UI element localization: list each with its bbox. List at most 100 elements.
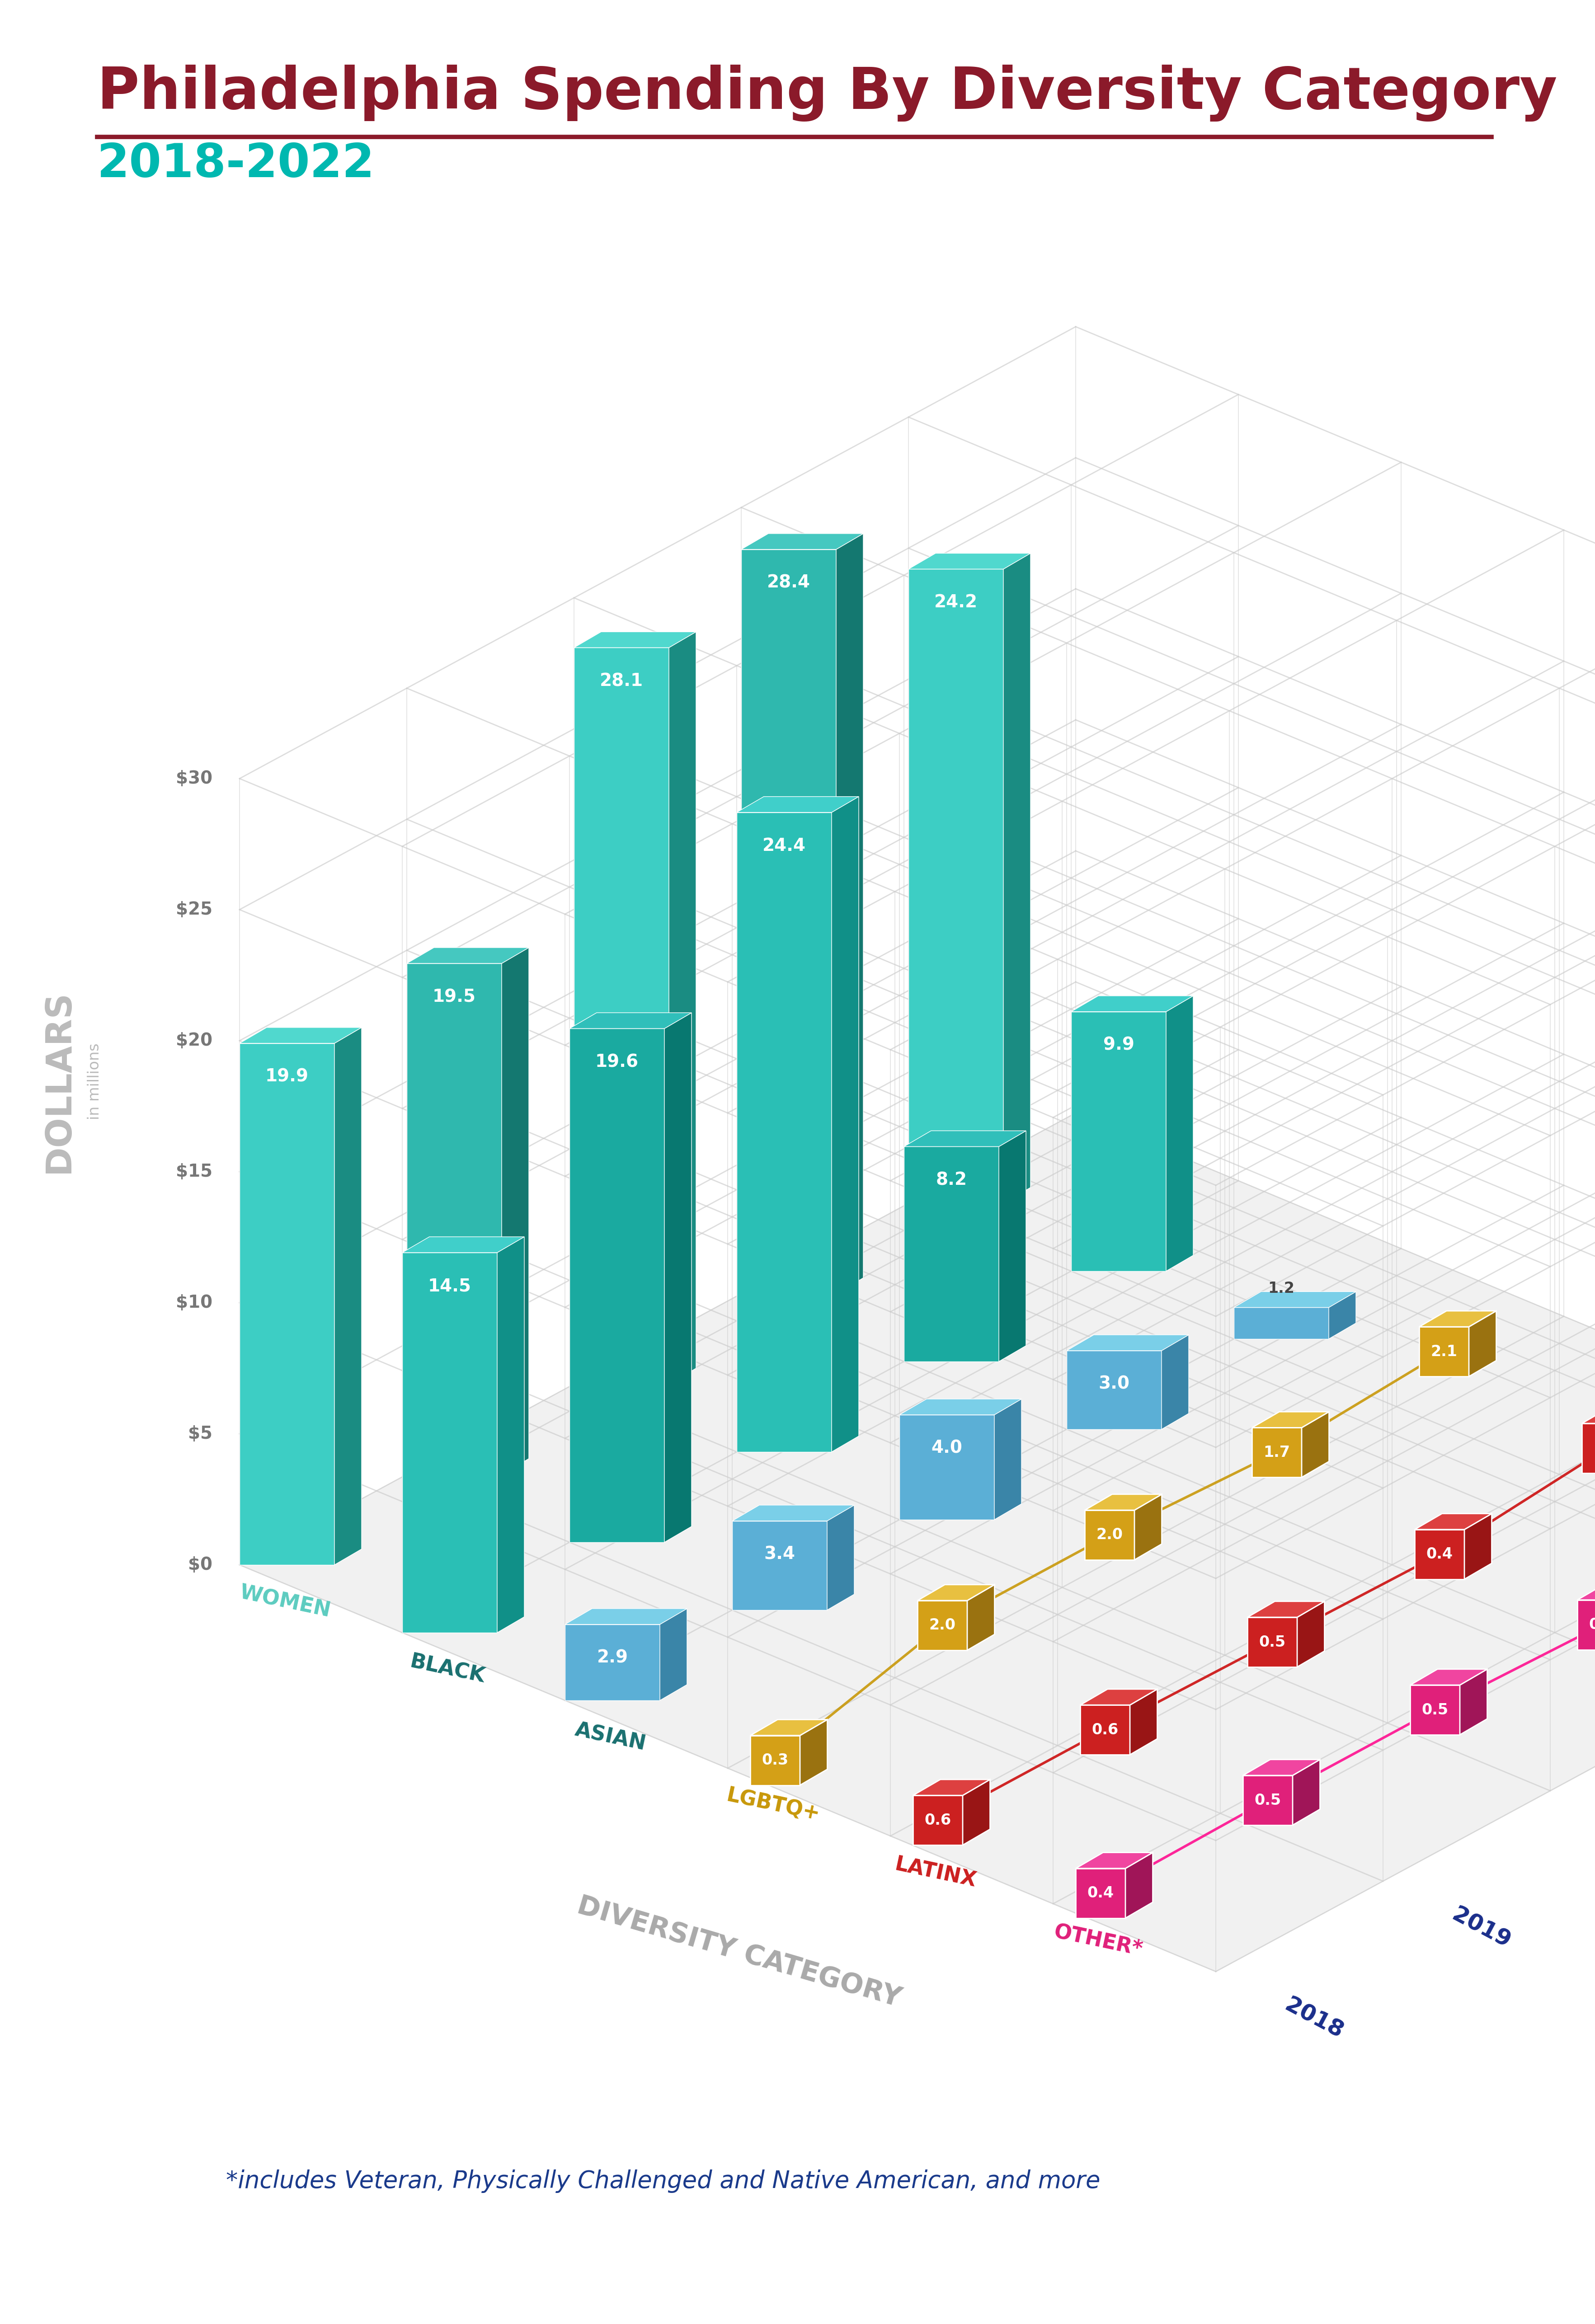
Polygon shape xyxy=(1085,1494,1161,1511)
Text: 24.4: 24.4 xyxy=(762,837,805,855)
Polygon shape xyxy=(1410,1685,1459,1734)
Polygon shape xyxy=(1577,1585,1595,1599)
Polygon shape xyxy=(1577,1599,1595,1650)
Text: LGBTQ+: LGBTQ+ xyxy=(724,1785,821,1824)
Polygon shape xyxy=(900,1399,1021,1415)
Text: $0: $0 xyxy=(188,1557,212,1573)
Polygon shape xyxy=(967,1585,994,1650)
Polygon shape xyxy=(1161,1334,1188,1429)
Polygon shape xyxy=(407,964,501,1473)
Polygon shape xyxy=(1252,1427,1302,1478)
Polygon shape xyxy=(1075,1868,1124,1917)
Polygon shape xyxy=(574,648,668,1385)
Text: 8.2: 8.2 xyxy=(936,1171,967,1188)
Polygon shape xyxy=(1302,1411,1329,1478)
Text: 2.1: 2.1 xyxy=(1431,1343,1456,1360)
Polygon shape xyxy=(239,1027,362,1043)
Polygon shape xyxy=(836,535,863,1294)
Polygon shape xyxy=(1070,997,1193,1011)
Polygon shape xyxy=(912,1780,990,1796)
Text: 1.0: 1.0 xyxy=(1593,1441,1595,1455)
Polygon shape xyxy=(501,948,528,1473)
Text: 0.6: 0.6 xyxy=(924,1813,951,1827)
Text: 0.6: 0.6 xyxy=(1091,1722,1118,1738)
Polygon shape xyxy=(1420,1311,1496,1327)
Polygon shape xyxy=(335,1027,362,1564)
Polygon shape xyxy=(1252,1411,1329,1427)
Text: OTHER*: OTHER* xyxy=(1053,1922,1144,1959)
Text: 2018-2022: 2018-2022 xyxy=(97,142,375,186)
Polygon shape xyxy=(750,1720,828,1736)
Polygon shape xyxy=(1243,1759,1319,1776)
Polygon shape xyxy=(239,1113,1595,1971)
Polygon shape xyxy=(407,948,528,964)
Polygon shape xyxy=(1297,1601,1324,1666)
Polygon shape xyxy=(1085,1511,1134,1559)
Text: $20: $20 xyxy=(175,1032,212,1048)
Text: WOMEN: WOMEN xyxy=(238,1583,332,1622)
Text: in millions: in millions xyxy=(88,1043,102,1120)
Polygon shape xyxy=(998,1132,1026,1362)
Polygon shape xyxy=(917,1601,967,1650)
Polygon shape xyxy=(1233,1308,1329,1339)
Polygon shape xyxy=(1469,1311,1496,1376)
Polygon shape xyxy=(664,1013,691,1543)
Text: 3.4: 3.4 xyxy=(764,1545,794,1564)
Polygon shape xyxy=(1129,1690,1156,1755)
Polygon shape xyxy=(1067,1350,1161,1429)
Text: DOLLARS: DOLLARS xyxy=(41,990,77,1174)
Polygon shape xyxy=(962,1780,990,1845)
Text: 19.6: 19.6 xyxy=(595,1053,638,1071)
Polygon shape xyxy=(826,1506,853,1611)
Polygon shape xyxy=(1080,1690,1156,1706)
Text: 0.5: 0.5 xyxy=(1421,1703,1448,1717)
Text: 2018: 2018 xyxy=(1281,1994,1346,2043)
Polygon shape xyxy=(1070,1011,1166,1271)
Polygon shape xyxy=(1134,1494,1161,1559)
Text: 0.4: 0.4 xyxy=(1086,1885,1113,1901)
Text: 3.0: 3.0 xyxy=(1099,1376,1129,1392)
Text: 0.3: 0.3 xyxy=(1589,1618,1595,1631)
Polygon shape xyxy=(1003,553,1030,1204)
Text: 0.5: 0.5 xyxy=(1258,1634,1286,1650)
Text: ASIAN: ASIAN xyxy=(573,1720,648,1755)
Polygon shape xyxy=(900,1415,994,1520)
Text: *includes Veteran, Physically Challenged and Native American, and more: *includes Veteran, Physically Challenged… xyxy=(226,2171,1101,2194)
Polygon shape xyxy=(1292,1759,1319,1824)
Polygon shape xyxy=(904,1132,1026,1146)
Text: $25: $25 xyxy=(175,902,212,918)
Polygon shape xyxy=(239,1043,335,1564)
Text: 19.5: 19.5 xyxy=(432,988,475,1006)
Text: DIVERSITY CATEGORY: DIVERSITY CATEGORY xyxy=(574,1892,904,2013)
Text: 2.9: 2.9 xyxy=(597,1650,628,1666)
Polygon shape xyxy=(1410,1669,1487,1685)
Polygon shape xyxy=(737,813,831,1452)
Text: $15: $15 xyxy=(175,1162,212,1181)
Polygon shape xyxy=(737,797,858,813)
Polygon shape xyxy=(1233,1292,1356,1308)
Polygon shape xyxy=(732,1506,853,1520)
Polygon shape xyxy=(668,632,695,1385)
Polygon shape xyxy=(1582,1422,1595,1473)
Polygon shape xyxy=(799,1720,828,1785)
Polygon shape xyxy=(1464,1513,1491,1580)
Polygon shape xyxy=(402,1253,498,1634)
Text: BLACK: BLACK xyxy=(408,1652,486,1687)
Polygon shape xyxy=(1329,1292,1356,1339)
Polygon shape xyxy=(831,797,858,1452)
Text: $30: $30 xyxy=(175,769,212,788)
Polygon shape xyxy=(574,632,695,648)
Polygon shape xyxy=(742,548,836,1294)
Text: 0.4: 0.4 xyxy=(1426,1548,1453,1562)
Text: 2019: 2019 xyxy=(1448,1903,1514,1952)
Text: $5: $5 xyxy=(188,1425,212,1443)
Text: 24.2: 24.2 xyxy=(935,595,978,611)
Polygon shape xyxy=(994,1399,1021,1520)
Polygon shape xyxy=(732,1520,826,1611)
Polygon shape xyxy=(1415,1513,1491,1529)
Polygon shape xyxy=(1166,997,1193,1271)
Polygon shape xyxy=(402,1236,525,1253)
Polygon shape xyxy=(569,1013,691,1030)
Text: 4.0: 4.0 xyxy=(931,1439,962,1457)
Text: 0.5: 0.5 xyxy=(1254,1792,1281,1808)
